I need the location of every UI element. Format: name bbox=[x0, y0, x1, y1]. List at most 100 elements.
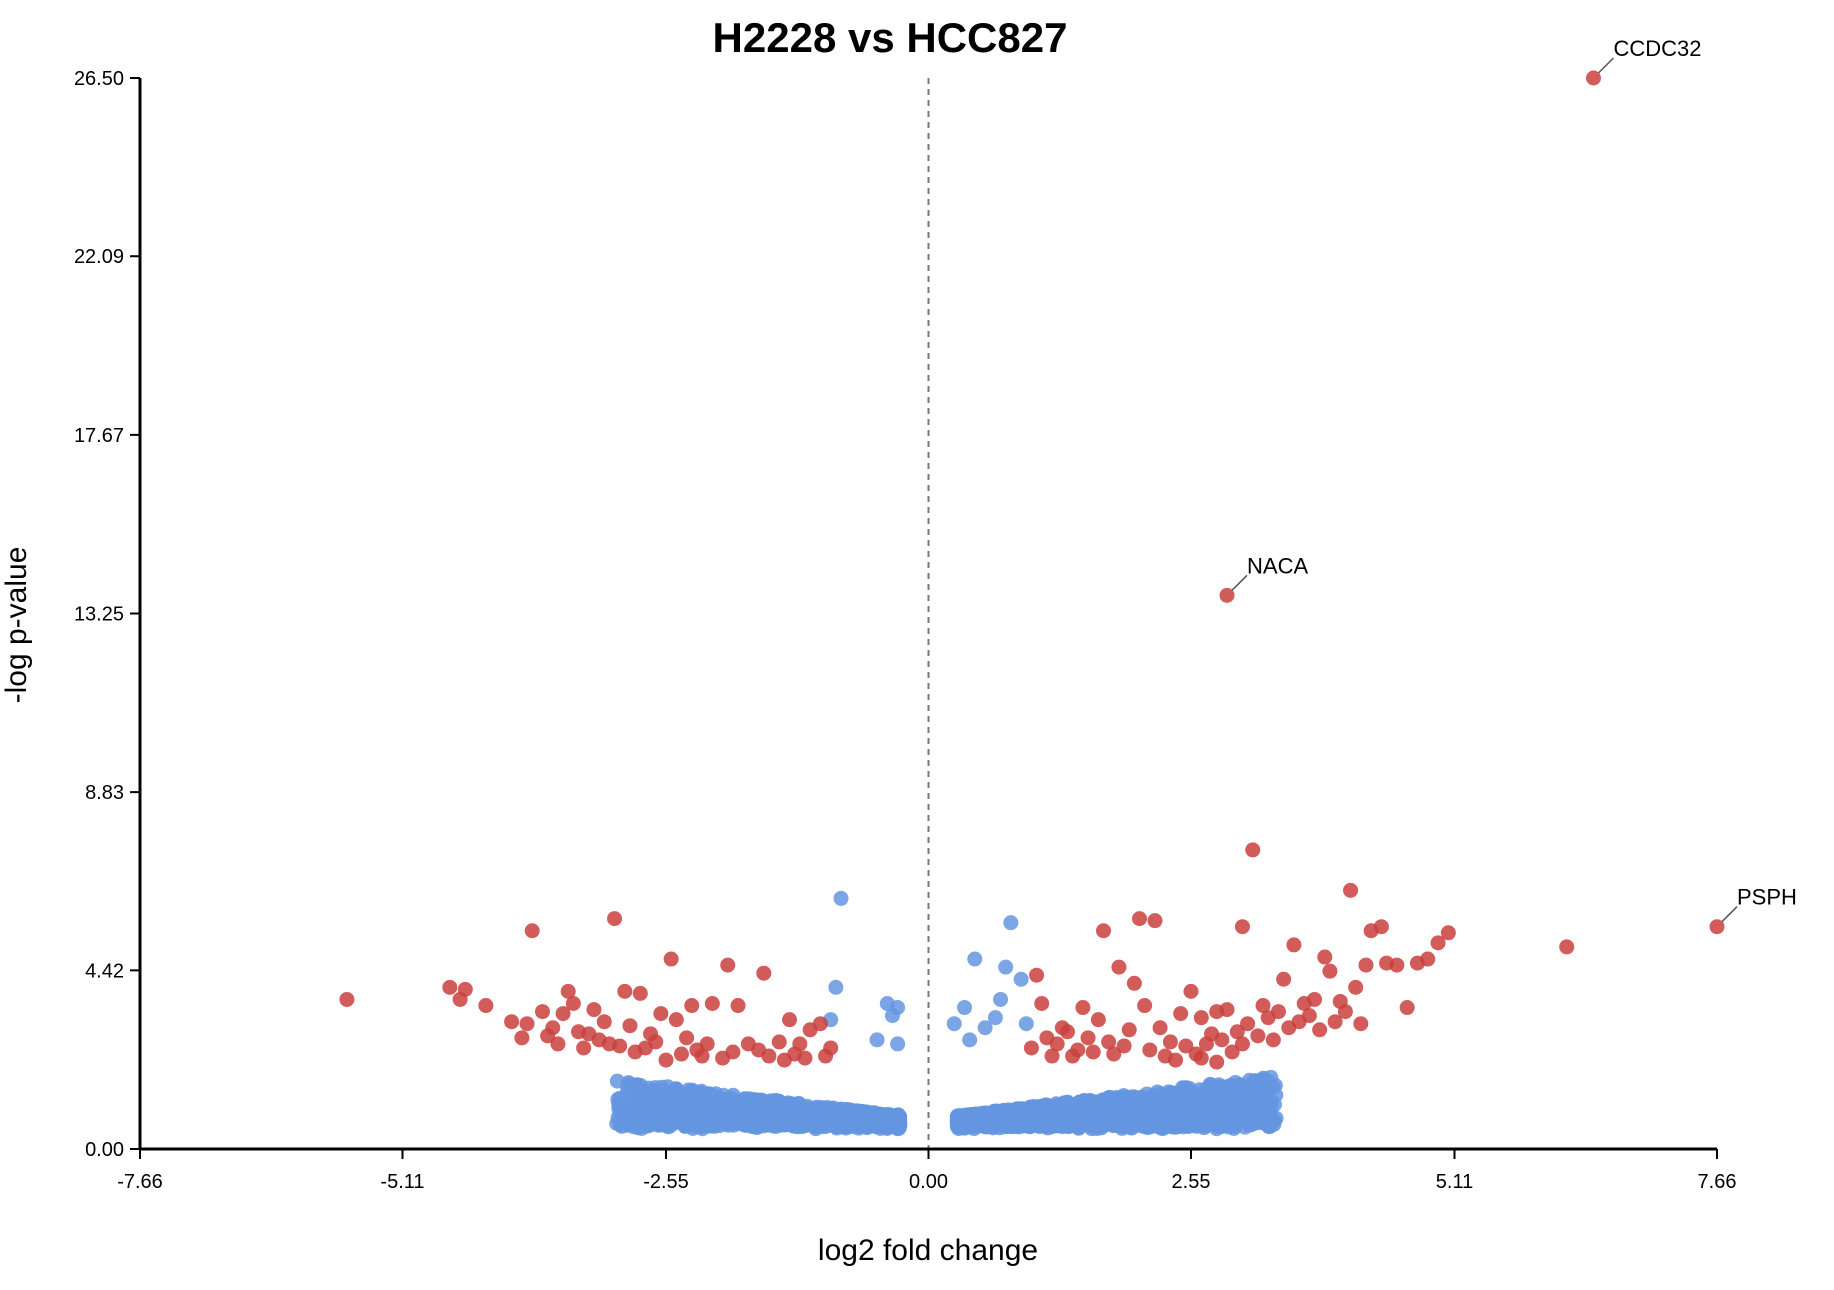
significant-point bbox=[596, 1014, 612, 1030]
non-significant-point bbox=[1236, 1083, 1252, 1099]
non-significant-point bbox=[1199, 1101, 1215, 1117]
non-significant-point bbox=[1143, 1115, 1159, 1131]
significant-point bbox=[1234, 1036, 1250, 1052]
non-significant-point bbox=[629, 1077, 645, 1093]
significant-point bbox=[1440, 925, 1456, 941]
gene-labels: CCDC32 NACA PSPH bbox=[1231, 36, 1797, 923]
significant-point bbox=[782, 1012, 798, 1028]
non-significant-point bbox=[946, 1016, 962, 1032]
significant-point bbox=[771, 1034, 787, 1050]
significant-point bbox=[1240, 1016, 1256, 1032]
non-significant-point bbox=[1172, 1096, 1188, 1112]
significant-point bbox=[1193, 1010, 1209, 1026]
non-significant-point bbox=[657, 1101, 673, 1117]
significant-point bbox=[1399, 1000, 1415, 1016]
significant-point bbox=[1332, 993, 1348, 1009]
non-significant-point bbox=[809, 1101, 825, 1117]
non-significant-point bbox=[1048, 1100, 1064, 1116]
y-axis-title: -log p-value bbox=[0, 547, 33, 704]
non-significant-point bbox=[998, 1103, 1014, 1119]
y-tick-label: 13.25 bbox=[74, 604, 124, 626]
significant-point bbox=[1245, 842, 1261, 858]
significant-point bbox=[1255, 998, 1271, 1014]
non-significant-point bbox=[714, 1092, 730, 1108]
significant-point bbox=[694, 1048, 710, 1064]
y-axis-ticks: 0.00 4.42 8.83 13.25 17.67 22.09 26.50 bbox=[74, 68, 140, 1161]
non-significant-point bbox=[612, 1090, 628, 1106]
non-significant-point bbox=[1006, 1116, 1022, 1132]
labeled-point bbox=[1709, 919, 1725, 935]
non-significant-point bbox=[1003, 915, 1019, 931]
non-significant-point bbox=[783, 1117, 799, 1133]
significant-point bbox=[1111, 959, 1127, 975]
gene-label: CCDC32 bbox=[1613, 36, 1701, 61]
data-points bbox=[339, 70, 1725, 1137]
non-significant-point bbox=[957, 1000, 973, 1016]
significant-point bbox=[1430, 935, 1446, 951]
significant-point bbox=[1358, 957, 1374, 973]
significant-point bbox=[1265, 1032, 1281, 1048]
non-significant-point bbox=[833, 890, 849, 906]
non-significant-point bbox=[1188, 1118, 1204, 1134]
non-significant-point bbox=[1176, 1109, 1192, 1125]
significant-point bbox=[1276, 971, 1292, 987]
non-significant-point bbox=[1254, 1098, 1270, 1114]
significant-point bbox=[1034, 996, 1050, 1012]
significant-point bbox=[668, 1012, 684, 1028]
significant-point bbox=[699, 1036, 715, 1052]
non-significant-point bbox=[641, 1113, 657, 1129]
x-tick-label: 5.11 bbox=[1436, 1171, 1473, 1193]
significant-point bbox=[565, 996, 581, 1012]
y-tick-label: 4.42 bbox=[85, 960, 124, 982]
non-significant-point bbox=[780, 1097, 796, 1113]
significant-point bbox=[1126, 975, 1142, 991]
significant-point bbox=[1322, 963, 1338, 979]
significant-point bbox=[1142, 1042, 1158, 1058]
significant-point bbox=[1049, 1036, 1065, 1052]
significant-point bbox=[1348, 979, 1364, 995]
significant-point bbox=[1101, 1034, 1117, 1050]
x-tick-label: 0.00 bbox=[909, 1171, 948, 1193]
non-significant-point bbox=[998, 959, 1014, 975]
significant-point bbox=[1343, 882, 1359, 898]
significant-point bbox=[673, 1046, 689, 1062]
significant-point bbox=[761, 1048, 777, 1064]
non-significant-point bbox=[1131, 1093, 1147, 1109]
non-significant-point bbox=[1100, 1096, 1116, 1112]
x-tick-label: -2.55 bbox=[643, 1171, 689, 1193]
non-significant-point bbox=[701, 1094, 717, 1110]
significant-point bbox=[1132, 911, 1148, 927]
non-significant-point bbox=[830, 1103, 846, 1119]
significant-point bbox=[1044, 1048, 1060, 1064]
significant-point bbox=[1193, 1050, 1209, 1066]
significant-point bbox=[756, 965, 772, 981]
x-tick-label: -5.11 bbox=[380, 1171, 424, 1193]
y-tick-label: 26.50 bbox=[74, 68, 124, 90]
significant-point bbox=[1147, 913, 1163, 929]
significant-point bbox=[452, 991, 468, 1007]
significant-point bbox=[1137, 998, 1153, 1014]
non-significant-point bbox=[800, 1110, 816, 1126]
significant-point bbox=[550, 1036, 566, 1052]
significant-point bbox=[1085, 1044, 1101, 1060]
significant-point bbox=[1353, 1016, 1369, 1032]
significant-point bbox=[339, 991, 355, 1007]
non-significant-point bbox=[977, 1020, 993, 1036]
non-significant-point bbox=[967, 951, 983, 967]
y-tick-label: 8.83 bbox=[85, 782, 124, 804]
non-significant-point bbox=[757, 1100, 773, 1116]
non-significant-point bbox=[673, 1097, 689, 1113]
non-significant-point bbox=[1192, 1088, 1208, 1104]
significant-point bbox=[1080, 1030, 1096, 1046]
significant-point bbox=[576, 1040, 592, 1056]
x-axis-ticks: -7.66 -5.11 -2.55 0.00 2.55 5.11 7.66 bbox=[117, 1149, 1736, 1193]
significant-point bbox=[679, 1030, 695, 1046]
significant-point bbox=[519, 1016, 535, 1032]
significant-point bbox=[812, 1016, 828, 1032]
significant-point bbox=[1270, 1004, 1286, 1020]
chart-title: H2228 vs HCC827 bbox=[713, 14, 1068, 61]
non-significant-point bbox=[717, 1115, 733, 1131]
gene-label: NACA bbox=[1247, 553, 1308, 578]
significant-point bbox=[617, 983, 633, 999]
non-significant-point bbox=[844, 1112, 860, 1128]
